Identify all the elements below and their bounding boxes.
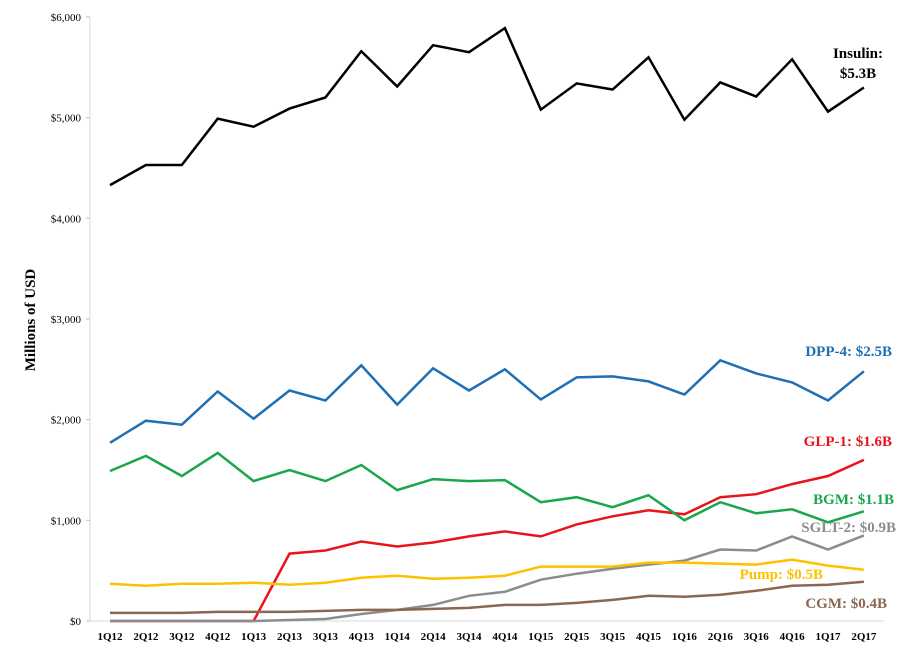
series-line-bgm (109, 451, 865, 524)
series-labels: Insulin: $5.3B DPP-4: $2.5B GLP-1: $1.6B BGM… (740, 46, 896, 612)
series-line-insulin (109, 26, 865, 187)
series-line-sglt-2 (110, 534, 865, 623)
series-label-cgm: CGM: $0.4B (805, 596, 887, 612)
series-line-cgm (110, 580, 865, 615)
y-tick-label: $3,000 (51, 314, 82, 326)
x-tick-label: 1Q17 (815, 631, 841, 643)
y-axis-title: Millions of USD (23, 269, 39, 372)
x-tick-label: 3Q12 (169, 631, 195, 643)
x-tick-label: 1Q15 (528, 631, 554, 643)
x-tick-label: 3Q13 (313, 631, 339, 643)
x-tick-label: 2Q14 (421, 631, 447, 643)
series-label-sglt-2: SGLT-2: $0.9B (801, 520, 896, 536)
x-tick-label: 3Q16 (744, 631, 770, 643)
x-tick-label: 3Q14 (456, 631, 482, 643)
series-label-insulin: Insulin: (833, 46, 883, 62)
y-tick-label: $0 (70, 616, 82, 628)
y-tick-label: $4,000 (51, 213, 82, 225)
x-tick-label: 1Q14 (385, 631, 411, 643)
x-tick-label: 2Q16 (708, 631, 734, 643)
x-tick-label: 4Q13 (349, 631, 375, 643)
x-tick-label: 1Q16 (672, 631, 698, 643)
x-tick-label: 4Q15 (636, 631, 662, 643)
axes: $0 $1,000 $2,000 $3,000 $4,000 $5,000 $6,000 1Q… (23, 12, 884, 643)
y-tick-label: $2,000 (51, 415, 82, 427)
series-line-pump (109, 558, 865, 588)
series-lines (109, 26, 865, 623)
x-tick-label: 4Q14 (492, 631, 518, 643)
series-label-pump: Pump: $0.5B (740, 567, 823, 583)
series-line-glp-1 (110, 458, 865, 623)
series-line-dpp-4 (109, 358, 865, 444)
series-label-bgm: BGM: $1.1B (813, 492, 894, 508)
x-tick-label: 2Q13 (277, 631, 303, 643)
x-tick-label: 1Q13 (241, 631, 267, 643)
x-tick-label: 4Q16 (780, 631, 806, 643)
series-label-glp-1: GLP-1: $1.6B (804, 434, 892, 450)
x-tick-label: 4Q12 (205, 631, 231, 643)
x-tick-label: 2Q17 (851, 631, 877, 643)
x-tick-label: 1Q12 (97, 631, 123, 643)
x-tick-label: 2Q12 (133, 631, 159, 643)
series-label-dpp-4: DPP-4: $2.5B (805, 344, 892, 360)
y-tick-label: $5,000 (51, 113, 82, 125)
x-tick-label: 3Q15 (600, 631, 626, 643)
y-tick-label: $1,000 (51, 515, 82, 527)
series-value-label-insulin: $5.3B (840, 66, 876, 82)
x-tick-label: 2Q15 (564, 631, 590, 643)
y-tick-label: $6,000 (51, 12, 82, 24)
